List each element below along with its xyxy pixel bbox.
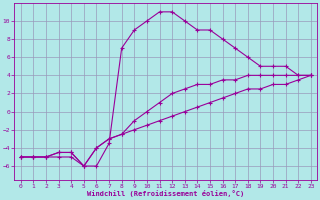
X-axis label: Windchill (Refroidissement éolien,°C): Windchill (Refroidissement éolien,°C): [87, 190, 244, 197]
